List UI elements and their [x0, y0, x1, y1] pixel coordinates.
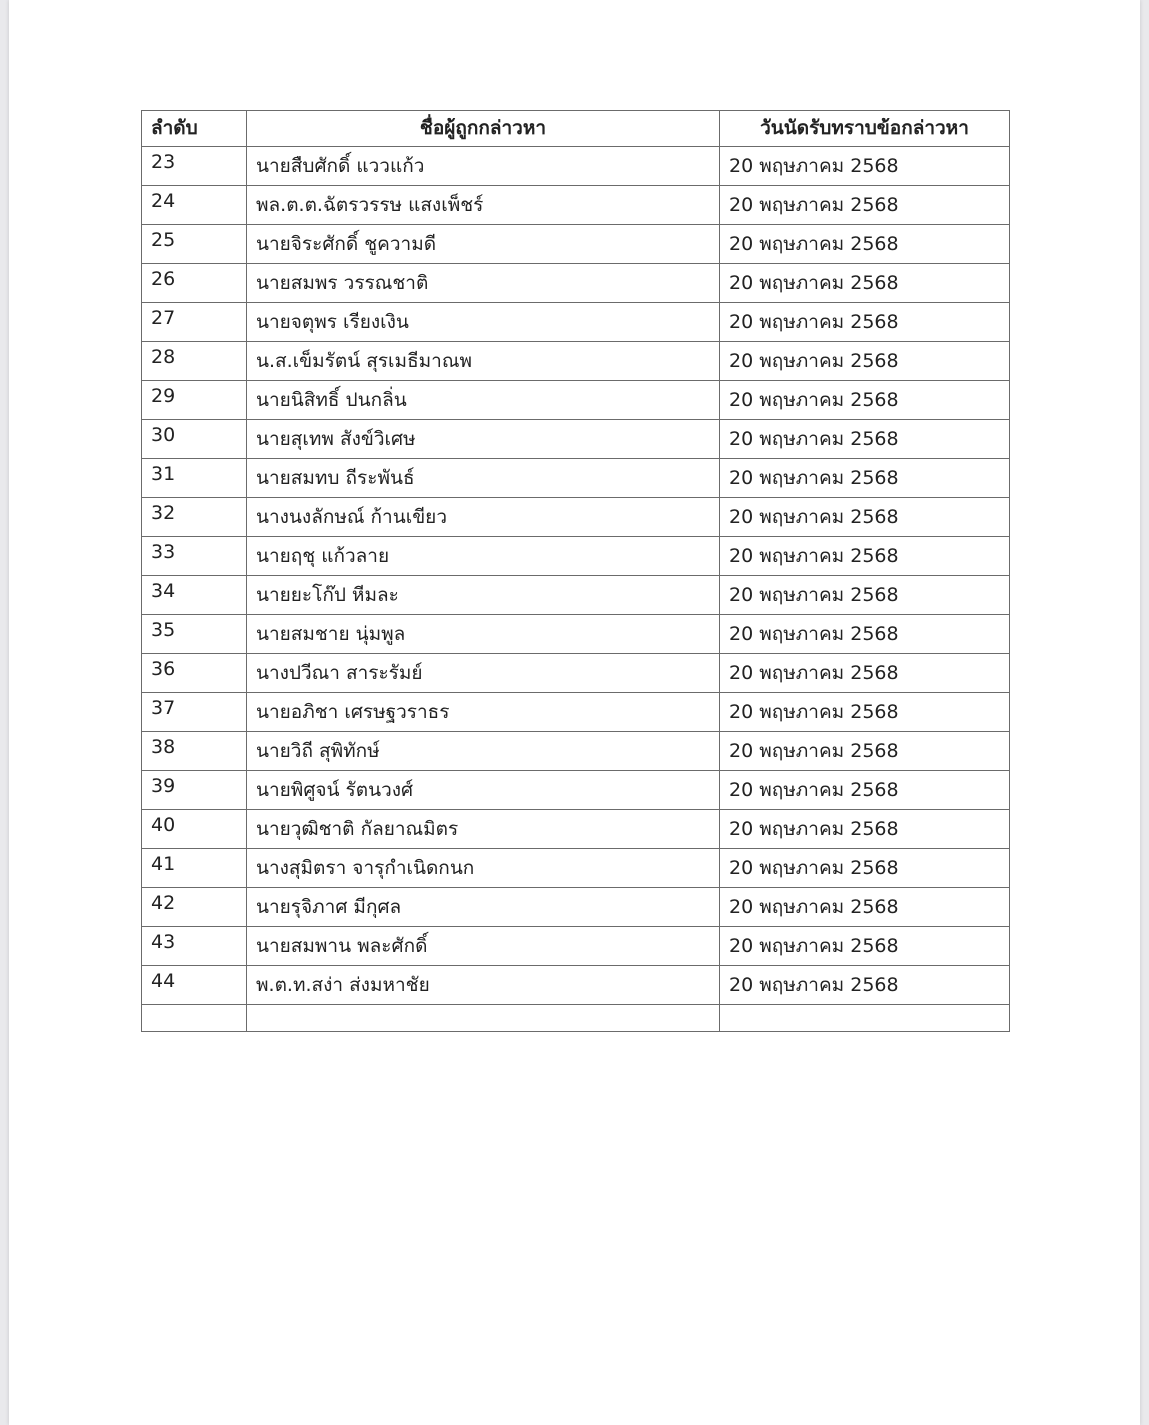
- cell-order: 37: [141, 692, 247, 732]
- cell-order: 32: [141, 497, 247, 537]
- cell-name: นางสุมิตรา จารุกำเนิดกนก: [246, 848, 720, 888]
- cell-date: 20 พฤษภาคม 2568: [719, 848, 1010, 888]
- cell-name: พล.ต.ต.ฉัตรวรรษ แสงเพ็ชร์: [246, 185, 720, 225]
- table-row: 40 นายวุฒิชาติ กัลยาณมิตร 20 พฤษภาคม 2568: [141, 809, 1010, 849]
- cell-order: 36: [141, 653, 247, 693]
- cell-name: นางนงลักษณ์ ก้านเขียว: [246, 497, 720, 537]
- cell-name: นายพิศูจน์ รัตนวงศ์: [246, 770, 720, 810]
- cell-name: น.ส.เข็มรัตน์ สุรเมธีมาณพ: [246, 341, 720, 381]
- cell-order: 40: [141, 809, 247, 849]
- header-date: วันนัดรับทราบข้อกล่าวหา: [719, 110, 1010, 147]
- accused-table: ลำดับ ชื่อผู้ถูกกล่าวหา วันนัดรับทราบข้อ…: [141, 110, 1010, 1032]
- table-row: 43 นายสมพาน พละศักดิ์ 20 พฤษภาคม 2568: [141, 926, 1010, 966]
- cell-order: 28: [141, 341, 247, 381]
- table-row: 31 นายสมทบ ถีระพันธ์ 20 พฤษภาคม 2568: [141, 458, 1010, 498]
- cell-name: นายสมพร วรรณชาติ: [246, 263, 720, 303]
- table-row: 35 นายสมชาย นุ่มพูล 20 พฤษภาคม 2568: [141, 614, 1010, 654]
- cell-date: 20 พฤษภาคม 2568: [719, 146, 1010, 186]
- cell-name: นายวิถี สุพิทักษ์: [246, 731, 720, 771]
- cell-name: นางปวีณา สาระรัมย์: [246, 653, 720, 693]
- cell-order: 34: [141, 575, 247, 615]
- table-row: 36 นางปวีณา สาระรัมย์ 20 พฤษภาคม 2568: [141, 653, 1010, 693]
- table-row: 34 นายยะโก๊ป หีมละ 20 พฤษภาคม 2568: [141, 575, 1010, 615]
- empty-cell: [719, 1004, 1010, 1032]
- cell-name: นายจตุพร เรียงเงิน: [246, 302, 720, 342]
- cell-name: นายยะโก๊ป หีมละ: [246, 575, 720, 615]
- table-row: 24 พล.ต.ต.ฉัตรวรรษ แสงเพ็ชร์ 20 พฤษภาคม 25…: [141, 185, 1010, 225]
- table-row: 42 นายรุจิภาศ มีกุศล 20 พฤษภาคม 2568: [141, 887, 1010, 927]
- cell-order: 38: [141, 731, 247, 771]
- cell-order: 44: [141, 965, 247, 1005]
- cell-order: 43: [141, 926, 247, 966]
- cell-order: 31: [141, 458, 247, 498]
- table-row: 23 นายสืบศักดิ์ แววแก้ว 20 พฤษภาคม 2568: [141, 146, 1010, 186]
- table-row: 44 พ.ต.ท.สง่า ส่งมหาชัย 20 พฤษภาคม 2568: [141, 965, 1010, 1005]
- cell-date: 20 พฤษภาคม 2568: [719, 185, 1010, 225]
- table-row: 30 นายสุเทพ สังข์วิเศษ 20 พฤษภาคม 2568: [141, 419, 1010, 459]
- empty-cell: [246, 1004, 720, 1032]
- cell-name: นายวุฒิชาติ กัลยาณมิตร: [246, 809, 720, 849]
- table-row: 25 นายจิระศักดิ์ ชูความดี 20 พฤษภาคม 2568: [141, 224, 1010, 264]
- cell-order: 25: [141, 224, 247, 264]
- empty-row: [141, 1004, 1010, 1032]
- cell-name: พ.ต.ท.สง่า ส่งมหาชัย: [246, 965, 720, 1005]
- header-order: ลำดับ: [141, 110, 247, 147]
- cell-order: 30: [141, 419, 247, 459]
- empty-cell: [141, 1004, 247, 1032]
- cell-date: 20 พฤษภาคม 2568: [719, 341, 1010, 381]
- cell-order: 24: [141, 185, 247, 225]
- cell-date: 20 พฤษภาคม 2568: [719, 965, 1010, 1005]
- table-row: 27 นายจตุพร เรียงเงิน 20 พฤษภาคม 2568: [141, 302, 1010, 342]
- table-row: 26 นายสมพร วรรณชาติ 20 พฤษภาคม 2568: [141, 263, 1010, 303]
- cell-name: นายสืบศักดิ์ แววแก้ว: [246, 146, 720, 186]
- cell-date: 20 พฤษภาคม 2568: [719, 380, 1010, 420]
- cell-date: 20 พฤษภาคม 2568: [719, 614, 1010, 654]
- cell-order: 42: [141, 887, 247, 927]
- cell-name: นายจิระศักดิ์ ชูความดี: [246, 224, 720, 264]
- cell-name: นายนิสิทธิ์ ปนกลิ่น: [246, 380, 720, 420]
- cell-date: 20 พฤษภาคม 2568: [719, 263, 1010, 303]
- cell-date: 20 พฤษภาคม 2568: [719, 575, 1010, 615]
- cell-date: 20 พฤษภาคม 2568: [719, 653, 1010, 693]
- cell-order: 41: [141, 848, 247, 888]
- cell-name: นายสมพาน พละศักดิ์: [246, 926, 720, 966]
- table-row: 37 นายอภิชา เศรษฐวราธร 20 พฤษภาคม 2568: [141, 692, 1010, 732]
- cell-name: นายรุจิภาศ มีกุศล: [246, 887, 720, 927]
- cell-date: 20 พฤษภาคม 2568: [719, 809, 1010, 849]
- cell-order: 27: [141, 302, 247, 342]
- cell-date: 20 พฤษภาคม 2568: [719, 731, 1010, 771]
- table-row: 33 นายฤชุ แก้วลาย 20 พฤษภาคม 2568: [141, 536, 1010, 576]
- cell-date: 20 พฤษภาคม 2568: [719, 926, 1010, 966]
- cell-order: 23: [141, 146, 247, 186]
- table-row: 28 น.ส.เข็มรัตน์ สุรเมธีมาณพ 20 พฤษภาคม 25…: [141, 341, 1010, 381]
- cell-date: 20 พฤษภาคม 2568: [719, 224, 1010, 264]
- cell-order: 35: [141, 614, 247, 654]
- table-row: 41 นางสุมิตรา จารุกำเนิดกนก 20 พฤษภาคม 256…: [141, 848, 1010, 888]
- cell-date: 20 พฤษภาคม 2568: [719, 536, 1010, 576]
- cell-date: 20 พฤษภาคม 2568: [719, 692, 1010, 732]
- cell-name: นายสมทบ ถีระพันธ์: [246, 458, 720, 498]
- table-header-row: ลำดับ ชื่อผู้ถูกกล่าวหา วันนัดรับทราบข้อ…: [141, 110, 1010, 147]
- cell-order: 33: [141, 536, 247, 576]
- table-row: 39 นายพิศูจน์ รัตนวงศ์ 20 พฤษภาคม 2568: [141, 770, 1010, 810]
- cell-date: 20 พฤษภาคม 2568: [719, 497, 1010, 537]
- cell-name: นายฤชุ แก้วลาย: [246, 536, 720, 576]
- cell-date: 20 พฤษภาคม 2568: [719, 302, 1010, 342]
- document-page: ลำดับ ชื่อผู้ถูกกล่าวหา วันนัดรับทราบข้อ…: [9, 0, 1140, 1425]
- cell-name: นายอภิชา เศรษฐวราธร: [246, 692, 720, 732]
- header-name: ชื่อผู้ถูกกล่าวหา: [246, 110, 720, 147]
- cell-date: 20 พฤษภาคม 2568: [719, 887, 1010, 927]
- cell-date: 20 พฤษภาคม 2568: [719, 770, 1010, 810]
- table-row: 32 นางนงลักษณ์ ก้านเขียว 20 พฤษภาคม 2568: [141, 497, 1010, 537]
- table-row: 38 นายวิถี สุพิทักษ์ 20 พฤษภาคม 2568: [141, 731, 1010, 771]
- cell-name: นายสมชาย นุ่มพูล: [246, 614, 720, 654]
- cell-order: 29: [141, 380, 247, 420]
- cell-date: 20 พฤษภาคม 2568: [719, 419, 1010, 459]
- cell-name: นายสุเทพ สังข์วิเศษ: [246, 419, 720, 459]
- cell-order: 39: [141, 770, 247, 810]
- cell-order: 26: [141, 263, 247, 303]
- table-row: 29 นายนิสิทธิ์ ปนกลิ่น 20 พฤษภาคม 2568: [141, 380, 1010, 420]
- cell-date: 20 พฤษภาคม 2568: [719, 458, 1010, 498]
